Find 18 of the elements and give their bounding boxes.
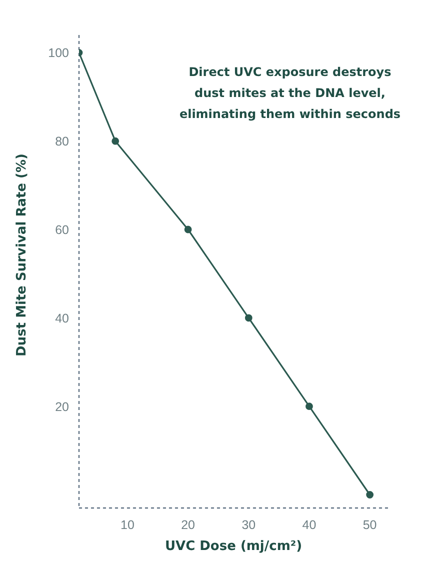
x-tick-label: 50 <box>362 518 377 532</box>
point <box>306 402 313 410</box>
y-tick-label: 80 <box>55 134 70 149</box>
x-axis-title: UVC Dose (mj/cm²) <box>164 539 304 554</box>
x-tick-label: 40 <box>302 518 316 532</box>
y-tick-label: 60 <box>55 222 70 237</box>
point <box>112 137 120 145</box>
y-tick-label: 100 <box>48 46 70 60</box>
x-tick-label: 30 <box>242 518 256 532</box>
point <box>244 314 252 322</box>
y-tick-label: 40 <box>55 311 70 326</box>
point <box>184 226 192 234</box>
y-tick-label: 20 <box>55 400 70 414</box>
x-tick-label: 20 <box>181 518 196 532</box>
x-tick-label: 10 <box>120 518 134 532</box>
annotation: Direct UVC exposure destroys dust mites at the DNA level, eliminating them within seconds <box>178 64 402 123</box>
y-axis-title: Dust Mite Survival Rate (%) <box>14 154 30 356</box>
point <box>366 491 374 498</box>
